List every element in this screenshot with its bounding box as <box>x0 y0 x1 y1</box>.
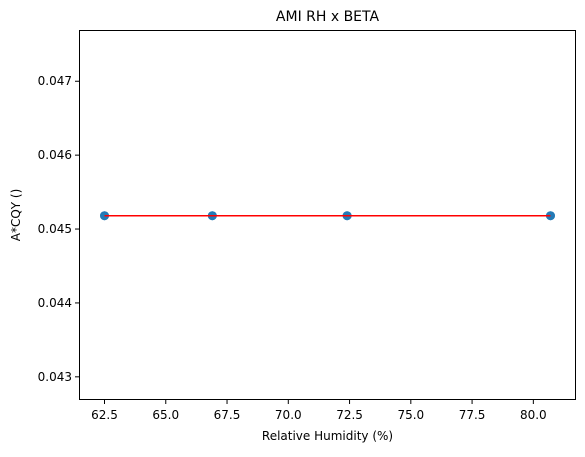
x-tick-label: 77.5 <box>459 408 486 422</box>
x-tick-label: 72.5 <box>336 408 363 422</box>
y-axis-label: A*CQY () <box>9 189 23 242</box>
y-tick-label: 0.044 <box>38 296 72 310</box>
y-tick-label: 0.047 <box>38 74 72 88</box>
x-tick-label: 62.5 <box>91 408 118 422</box>
chart-title: AMI RH x BETA <box>276 9 380 25</box>
plot-frame <box>79 30 576 400</box>
plot-layer <box>100 211 555 221</box>
x-tick-label: 80.0 <box>520 408 547 422</box>
x-axis: 62.5 65.0 67.5 70.0 72.5 75.0 77.5 80.0 <box>91 399 547 422</box>
y-tick-label: 0.043 <box>38 370 72 384</box>
x-tick-label: 75.0 <box>397 408 424 422</box>
x-tick-label: 67.5 <box>214 408 241 422</box>
x-tick-label: 65.0 <box>152 408 179 422</box>
y-tick-label: 0.045 <box>38 222 72 236</box>
x-tick-label: 70.0 <box>275 408 302 422</box>
x-axis-label: Relative Humidity (%) <box>262 429 393 443</box>
y-axis: 0.043 0.044 0.045 0.046 0.047 <box>38 74 80 384</box>
y-tick-label: 0.046 <box>38 148 72 162</box>
